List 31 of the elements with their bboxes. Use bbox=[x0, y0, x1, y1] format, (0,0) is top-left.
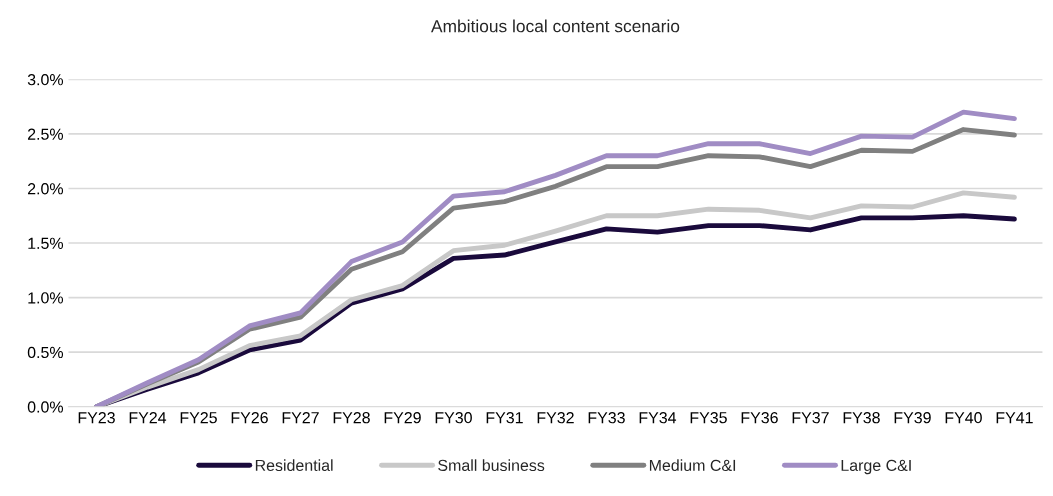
legend-label: Residential bbox=[255, 459, 333, 472]
x-tick-label: FY38 bbox=[843, 412, 880, 424]
x-tick-label: FY40 bbox=[945, 412, 982, 424]
legend-label: Small business bbox=[438, 459, 545, 472]
y-tick-label: 2.5% bbox=[27, 128, 64, 140]
y-tick-label: 3.0% bbox=[27, 73, 64, 86]
x-tick-label: FY32 bbox=[537, 412, 574, 424]
chart-title: Ambitious local content scenario bbox=[431, 19, 680, 33]
y-tick-label: 2.0% bbox=[27, 183, 64, 195]
x-tick-label: FY36 bbox=[741, 412, 778, 424]
x-tick-label: FY26 bbox=[231, 412, 268, 424]
y-tick-label: 0.5% bbox=[27, 346, 64, 359]
x-tick-label: FY28 bbox=[333, 412, 370, 424]
x-tick-label: FY33 bbox=[588, 412, 625, 424]
x-tick-label: FY29 bbox=[384, 412, 421, 424]
y-tick-label: 1.5% bbox=[28, 237, 64, 249]
x-tick-label: FY34 bbox=[639, 412, 677, 424]
x-tick-label: FY31 bbox=[486, 412, 523, 424]
x-tick-label: FY24 bbox=[129, 412, 167, 424]
y-tick-label: 0.0% bbox=[27, 401, 64, 413]
x-tick-label: FY41 bbox=[996, 412, 1033, 424]
x-tick-label: FY35 bbox=[690, 412, 727, 424]
x-tick-label: FY37 bbox=[792, 412, 829, 424]
x-tick-label: FY30 bbox=[435, 412, 472, 424]
x-tick-label: FY39 bbox=[894, 412, 931, 424]
x-tick-label: FY23 bbox=[78, 412, 115, 424]
legend-label: Medium C&I bbox=[649, 459, 736, 472]
y-tick-label: 1.0% bbox=[28, 292, 64, 304]
legend-label: Large C&I bbox=[841, 459, 911, 475]
x-tick-label: FY27 bbox=[282, 412, 319, 424]
x-tick-label: FY25 bbox=[180, 412, 217, 424]
